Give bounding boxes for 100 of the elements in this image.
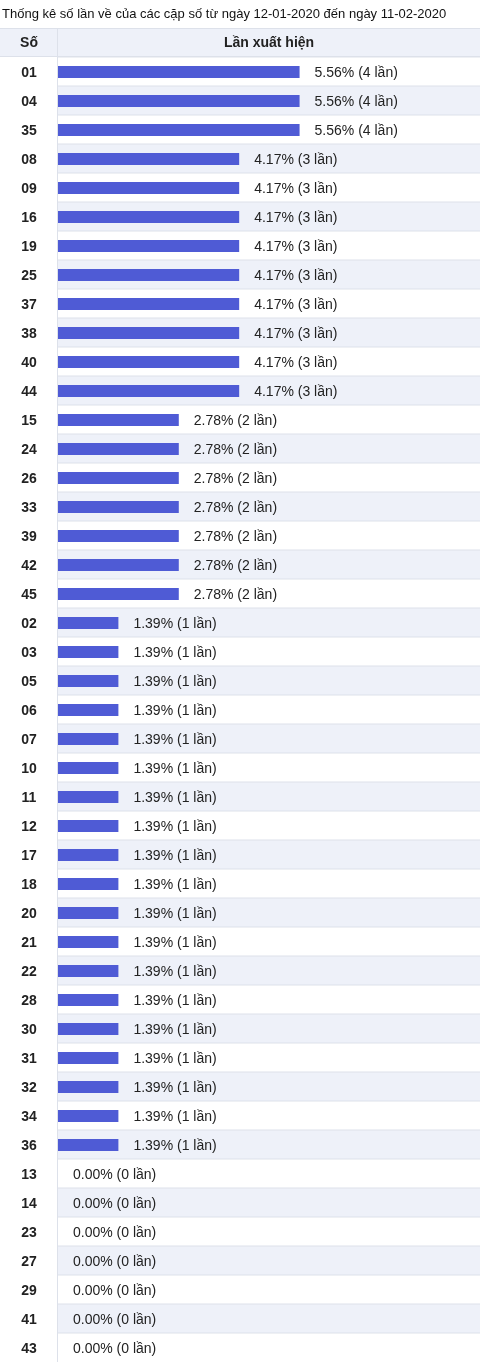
data-label: 4.17% (3 lần) [254, 238, 338, 254]
y-tick-label: 45 [21, 585, 37, 602]
data-label: 2.78% (2 lần) [193, 470, 278, 486]
y-tick-label: 17 [21, 846, 37, 863]
y-tick-label: 02 [21, 614, 37, 631]
y-tick-label: 43 [21, 1339, 37, 1356]
y-tick-label: 16 [21, 208, 37, 225]
data-label: 1.39% (1 lần) [133, 1137, 217, 1153]
y-tick-label: 26 [21, 469, 37, 486]
y-tick-label: 13 [21, 1165, 37, 1182]
bar [58, 530, 179, 542]
y-tick-label: 27 [21, 1252, 37, 1269]
bar [58, 646, 119, 658]
bar [58, 675, 119, 687]
bar [58, 1110, 119, 1122]
y-tick-label: 30 [21, 1020, 37, 1037]
data-label: 4.17% (3 lần) [254, 209, 338, 225]
y-tick-label: 09 [21, 179, 37, 196]
data-label: 5.56% (4 lần) [314, 64, 398, 80]
bar [58, 617, 119, 629]
data-label: 4.17% (3 lần) [254, 180, 338, 196]
data-label: 2.78% (2 lần) [193, 499, 278, 515]
data-label: 1.39% (1 lần) [133, 644, 217, 660]
data-label: 4.17% (3 lần) [254, 354, 338, 370]
bar [58, 965, 119, 977]
bar [58, 820, 119, 832]
data-label: 0.00% (0 lần) [73, 1224, 157, 1240]
data-label: 1.39% (1 lần) [133, 615, 217, 631]
data-label: 2.78% (2 lần) [193, 557, 278, 573]
y-tick-label: 39 [21, 527, 37, 544]
y-tick-label: 34 [21, 1107, 37, 1124]
data-label: 0.00% (0 lần) [73, 1282, 157, 1298]
data-label: 0.00% (0 lần) [73, 1166, 157, 1182]
data-label: 0.00% (0 lần) [73, 1340, 157, 1356]
bar [58, 501, 179, 513]
y-tick-label: 44 [21, 382, 37, 399]
data-label: 2.78% (2 lần) [193, 586, 278, 602]
bar [58, 994, 119, 1006]
y-tick-label: 04 [21, 92, 37, 109]
data-label: 4.17% (3 lần) [254, 267, 338, 283]
bar [58, 414, 179, 426]
data-label: 2.78% (2 lần) [193, 412, 278, 428]
y-tick-label: 40 [21, 353, 37, 370]
y-tick-label: 21 [21, 933, 37, 950]
data-label: 1.39% (1 lần) [133, 702, 217, 718]
data-label: 0.00% (0 lần) [73, 1195, 157, 1211]
y-tick-label: 42 [21, 556, 37, 573]
bar [58, 936, 119, 948]
bar [58, 240, 240, 252]
y-tick-label: 37 [21, 295, 37, 312]
y-tick-label: 35 [21, 121, 37, 138]
y-tick-label: 01 [21, 63, 37, 80]
data-label: 1.39% (1 lần) [133, 673, 217, 689]
data-label: 4.17% (3 lần) [254, 325, 338, 341]
bar [58, 1139, 119, 1151]
y-tick-label: 32 [21, 1078, 37, 1095]
y-tick-label: 03 [21, 643, 37, 660]
x-axis-title: Lần xuất hiện [222, 33, 316, 52]
y-axis-title: Số [19, 33, 39, 52]
bar [58, 124, 300, 136]
data-label: 2.78% (2 lần) [193, 528, 278, 544]
data-label: 1.39% (1 lần) [133, 731, 217, 747]
y-tick-label: 14 [21, 1194, 37, 1211]
bar [58, 356, 240, 368]
data-label: 1.39% (1 lần) [133, 963, 217, 979]
data-label: 1.39% (1 lần) [133, 934, 217, 950]
data-label: 1.39% (1 lần) [133, 1050, 217, 1066]
bar [58, 907, 119, 919]
bar [58, 182, 240, 194]
bar [58, 849, 119, 861]
y-tick-label: 25 [21, 266, 37, 283]
data-label: 1.39% (1 lần) [133, 760, 217, 776]
y-tick-label: 22 [21, 962, 37, 979]
y-tick-label: 28 [21, 991, 37, 1008]
y-tick-label: 31 [21, 1049, 37, 1066]
bar [58, 791, 119, 803]
bar [58, 211, 240, 223]
data-label: 2.78% (2 lần) [193, 441, 278, 457]
data-label: 5.56% (4 lần) [314, 122, 398, 138]
data-label: 4.17% (3 lần) [254, 151, 338, 167]
bar [58, 298, 240, 310]
data-label: 1.39% (1 lần) [133, 905, 217, 921]
bar [58, 269, 240, 281]
y-tick-label: 05 [21, 672, 37, 689]
data-label: 4.17% (3 lần) [254, 383, 338, 399]
bar [58, 878, 119, 890]
y-tick-label: 29 [21, 1281, 37, 1298]
y-tick-label: 38 [21, 324, 37, 341]
data-label: 1.39% (1 lần) [133, 1108, 217, 1124]
bar [58, 472, 179, 484]
data-label: 1.39% (1 lần) [133, 992, 217, 1008]
data-label: 1.39% (1 lần) [133, 876, 217, 892]
bar [58, 327, 240, 339]
y-tick-label: 07 [21, 730, 37, 747]
data-label: 4.17% (3 lần) [254, 296, 338, 312]
y-tick-label: 12 [21, 817, 37, 834]
bar [58, 1052, 119, 1064]
y-tick-label: 36 [21, 1136, 37, 1153]
bar [58, 704, 119, 716]
y-tick-label: 20 [21, 904, 37, 921]
